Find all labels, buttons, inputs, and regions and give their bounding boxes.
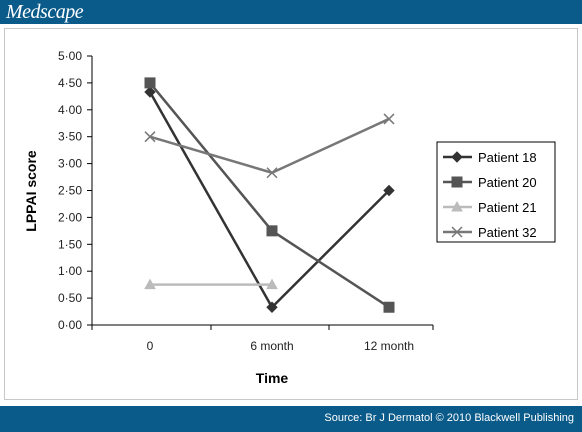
y-tick-label: 3·50	[58, 130, 82, 144]
marker-x	[383, 113, 395, 125]
marker-x-stroke	[383, 113, 395, 125]
series-patient-18	[144, 86, 395, 313]
series-patient-20	[144, 77, 395, 313]
marker-x	[144, 131, 156, 143]
y-tick-label: 4·50	[58, 76, 82, 90]
marker-square	[383, 301, 395, 313]
header-bar: Medscape	[0, 0, 582, 24]
legend-label: Patient 18	[478, 150, 537, 165]
series-patient-21	[144, 278, 278, 290]
series-line-segment	[148, 91, 274, 308]
y-tick-label: 0·00	[58, 318, 82, 332]
marker-triangle	[451, 200, 463, 212]
marker-square	[266, 225, 278, 237]
x-axis-title: Time	[256, 370, 289, 386]
series-layer	[144, 77, 395, 313]
y-ticks: 0·00 0·50 1·00 1·50 2·00 2·50 3·00 3·50 4·00 4·50…	[58, 49, 92, 332]
legend-item: Patient 20	[443, 175, 537, 190]
line-chart: 0·00 0·50 1·00 1·50 2·00 2·50 3·00 3·50 4·00 4·50…	[23, 49, 556, 386]
y-tick-label: 3·00	[58, 157, 82, 171]
y-axis-title: LPPAI score	[23, 150, 39, 232]
legend-item: Patient 32	[443, 225, 537, 240]
marker-x-stroke	[451, 226, 463, 238]
marker-diamond	[144, 86, 156, 98]
legend-label: Patient 20	[478, 175, 537, 190]
y-tick-label: 1·00	[58, 264, 82, 278]
series-line-segment	[271, 229, 390, 309]
y-tick-label: 2·00	[58, 210, 82, 224]
y-tick-label: 4·00	[58, 103, 82, 117]
marker-x-stroke	[144, 131, 156, 143]
marker-diamond	[451, 151, 463, 163]
legend-label: Patient 21	[478, 200, 537, 215]
y-tick-label: 1·50	[58, 237, 82, 251]
y-tick-label: 2·50	[58, 184, 82, 198]
marker-square	[451, 176, 463, 188]
legend-item: Patient 21	[443, 200, 537, 215]
legend-label: Patient 32	[478, 225, 537, 240]
series-line-segment	[271, 189, 390, 309]
x-ticks: 0 6 month 12 month	[91, 325, 434, 353]
marker-x	[266, 167, 278, 179]
y-tick-label: 0·50	[58, 291, 82, 305]
x-tick-label: 6 month	[250, 339, 293, 353]
marker-x-stroke	[266, 167, 278, 179]
legend: Patient 18 Patient 20 Patient 21 Patient 32	[436, 141, 556, 243]
marker-triangle	[266, 278, 278, 290]
series-line-segment	[271, 117, 390, 174]
series-patient-32	[144, 113, 395, 179]
marker-x	[451, 226, 463, 238]
series-line-segment	[149, 135, 273, 174]
source-credit: Source: Br J Dermatol © 2010 Blackwell P…	[324, 412, 574, 424]
marker-diamond	[383, 184, 395, 197]
brand-logo: Medscape	[6, 1, 84, 23]
marker-diamond	[266, 301, 278, 313]
y-tick-label: 5·00	[58, 49, 82, 63]
x-tick-label: 0	[147, 339, 154, 353]
footer-bar: Source: Br J Dermatol © 2010 Blackwell P…	[0, 406, 582, 432]
marker-triangle	[144, 278, 156, 290]
legend-item: Patient 18	[443, 150, 537, 165]
x-tick-label: 12 month	[364, 339, 414, 353]
marker-square	[144, 77, 156, 89]
series-line-segment	[149, 82, 273, 232]
